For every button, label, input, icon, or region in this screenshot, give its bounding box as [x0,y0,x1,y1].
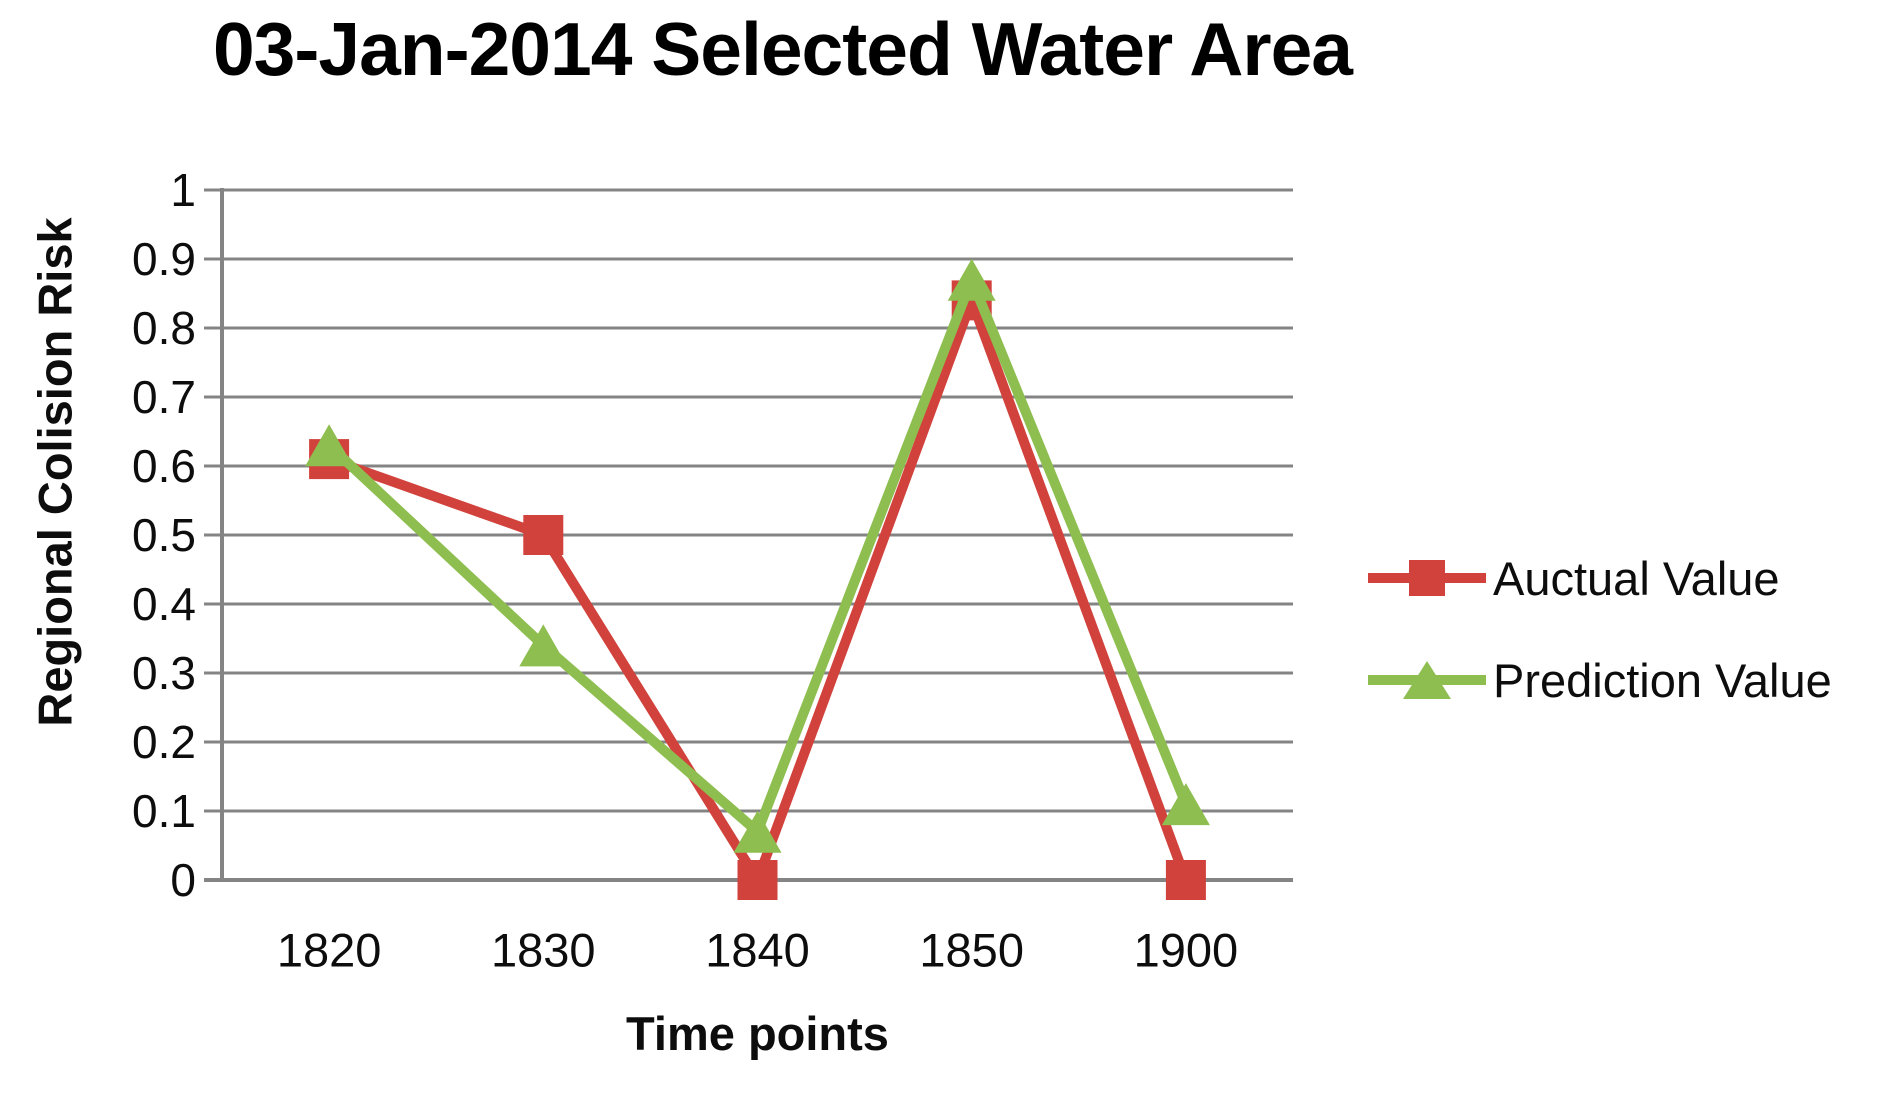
y-tick-label: 1 [170,164,196,216]
x-tick-label: 1820 [277,924,382,977]
legend-item-prediction: Prediction Value [1368,654,1832,707]
y-tick-label: 0.4 [132,578,196,630]
y-tick-label: 0.2 [132,716,196,768]
y-tick-label: 0.7 [132,371,196,423]
x-tick-label: 1840 [705,924,810,977]
legend-triangle-marker-icon [1368,661,1486,699]
data-point-actual-1830 [523,515,564,555]
data-point-prediction-1900 [1161,783,1210,826]
legend-item-actual: Auctual Value [1368,552,1832,605]
y-tick-label: 0.8 [132,302,196,354]
x-tick-label: 1900 [1134,924,1239,977]
legend: Auctual Value Prediction Value [1368,552,1832,707]
y-tick-label: 0.6 [132,440,196,492]
y-tick-label: 0.9 [132,233,196,285]
y-tick-label: 0.5 [132,509,196,561]
series-line-actual [324,295,1191,885]
data-point-prediction-1850 [947,258,996,301]
data-point-actual-1900 [1165,860,1206,900]
y-tick-label: 0.1 [132,785,196,837]
y-tick-label: 0.3 [132,647,196,699]
data-point-actual-1840 [737,860,778,900]
legend-label-prediction: Prediction Value [1493,653,1832,707]
x-tick-label: 1830 [491,924,596,977]
data-point-prediction-1820 [305,424,354,467]
x-tick-label: 1850 [919,924,1024,977]
x-axis-title: Time points [626,1007,889,1060]
legend-label-actual: Auctual Value [1493,551,1780,605]
chart-title: 03-Jan-2014 Selected Water Area [212,7,1353,91]
legend-swatch-actual [1409,560,1445,596]
data-point-prediction-1830 [519,624,568,667]
legend-square-marker-icon [1368,560,1486,596]
data-point-prediction-1840 [733,810,782,853]
y-tick-label: 0 [170,854,196,906]
series-line-prediction [324,274,1191,837]
legend-swatch-prediction [1403,661,1451,699]
